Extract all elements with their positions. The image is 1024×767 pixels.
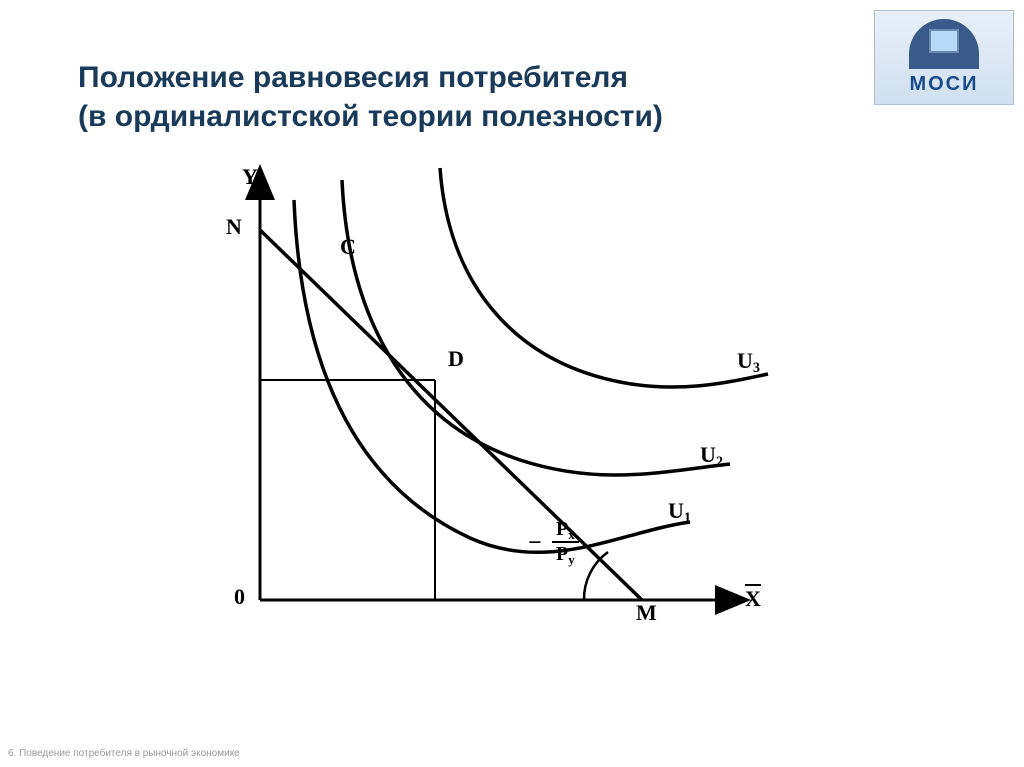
slope-fraction: Px Py bbox=[552, 518, 579, 566]
label-origin: 0 bbox=[234, 584, 245, 610]
footer-text: 6. Поведение потребителя в рыночной экон… bbox=[8, 748, 240, 759]
label-y: Y bbox=[242, 164, 258, 190]
label-u1: U1 bbox=[668, 498, 691, 524]
equilibrium-diagram: Y X 0 N M C D U1 U2 U3 − Px Py bbox=[190, 160, 830, 660]
label-x: X bbox=[745, 586, 761, 612]
logo-text: МОСИ bbox=[909, 73, 978, 96]
budget-line bbox=[260, 230, 642, 600]
diagram-svg bbox=[190, 160, 830, 660]
logo-badge: МОСИ bbox=[874, 10, 1014, 105]
label-d: D bbox=[448, 346, 464, 372]
curve-u3 bbox=[440, 168, 768, 387]
label-u2: U2 bbox=[700, 442, 723, 468]
logo-graphic bbox=[909, 19, 979, 69]
angle-arc bbox=[584, 552, 608, 600]
label-u3: U3 bbox=[737, 348, 760, 374]
curve-u2 bbox=[342, 180, 730, 475]
label-m: M bbox=[636, 600, 657, 626]
title-line-1: Положение равновесия потребителя bbox=[78, 61, 628, 94]
label-n: N bbox=[226, 214, 242, 240]
title-line-2: (в ординалистской теории полезности) bbox=[78, 100, 663, 133]
page-title: Положение равновесия потребителя (в орди… bbox=[78, 58, 663, 136]
slope-denominator: Py bbox=[552, 543, 579, 566]
logo-monitor-icon bbox=[929, 29, 959, 53]
slope-minus: − bbox=[528, 530, 542, 557]
slope-numerator: Px bbox=[552, 518, 579, 541]
label-c: C bbox=[340, 234, 356, 260]
